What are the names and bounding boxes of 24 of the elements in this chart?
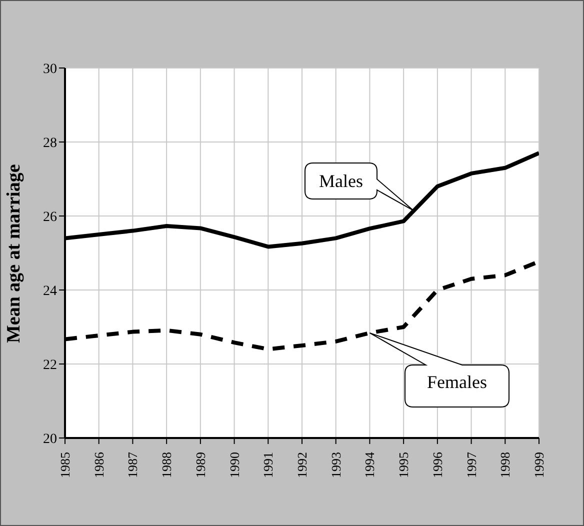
x-tick-label: 1985 — [58, 452, 72, 478]
x-tick-label: 1996 — [430, 452, 445, 478]
y-tick-label: 28 — [43, 136, 57, 151]
x-tick-label: 1993 — [328, 452, 344, 478]
y-tick-label: 24 — [43, 284, 57, 299]
x-tick-label: 1995 — [396, 452, 412, 478]
text: Females — [427, 372, 487, 392]
x-tick-label: 1994 — [362, 452, 378, 478]
y-tick-label: 22 — [43, 358, 57, 373]
x-tick-label: 1997 — [464, 452, 479, 478]
x-tick-label: 1991 — [260, 452, 276, 478]
y-tick-label: 30 — [43, 62, 57, 77]
y-axis-title: Mean age at marriage — [4, 164, 25, 343]
x-tick-label: 1992 — [294, 452, 310, 478]
x-tick-label: 1998 — [498, 452, 513, 478]
x-tick-label: 1990 — [226, 452, 242, 478]
text: Males — [319, 171, 363, 191]
x-tick-label: 1986 — [91, 452, 106, 478]
y-tick-label: 20 — [43, 432, 57, 447]
x-tick-label: 1999 — [532, 452, 546, 478]
y-tick-label: 26 — [43, 210, 57, 225]
x-tick-label: 1987 — [125, 452, 140, 478]
x-tick-label: 1988 — [159, 452, 174, 478]
x-tick-label: 1989 — [192, 452, 208, 478]
